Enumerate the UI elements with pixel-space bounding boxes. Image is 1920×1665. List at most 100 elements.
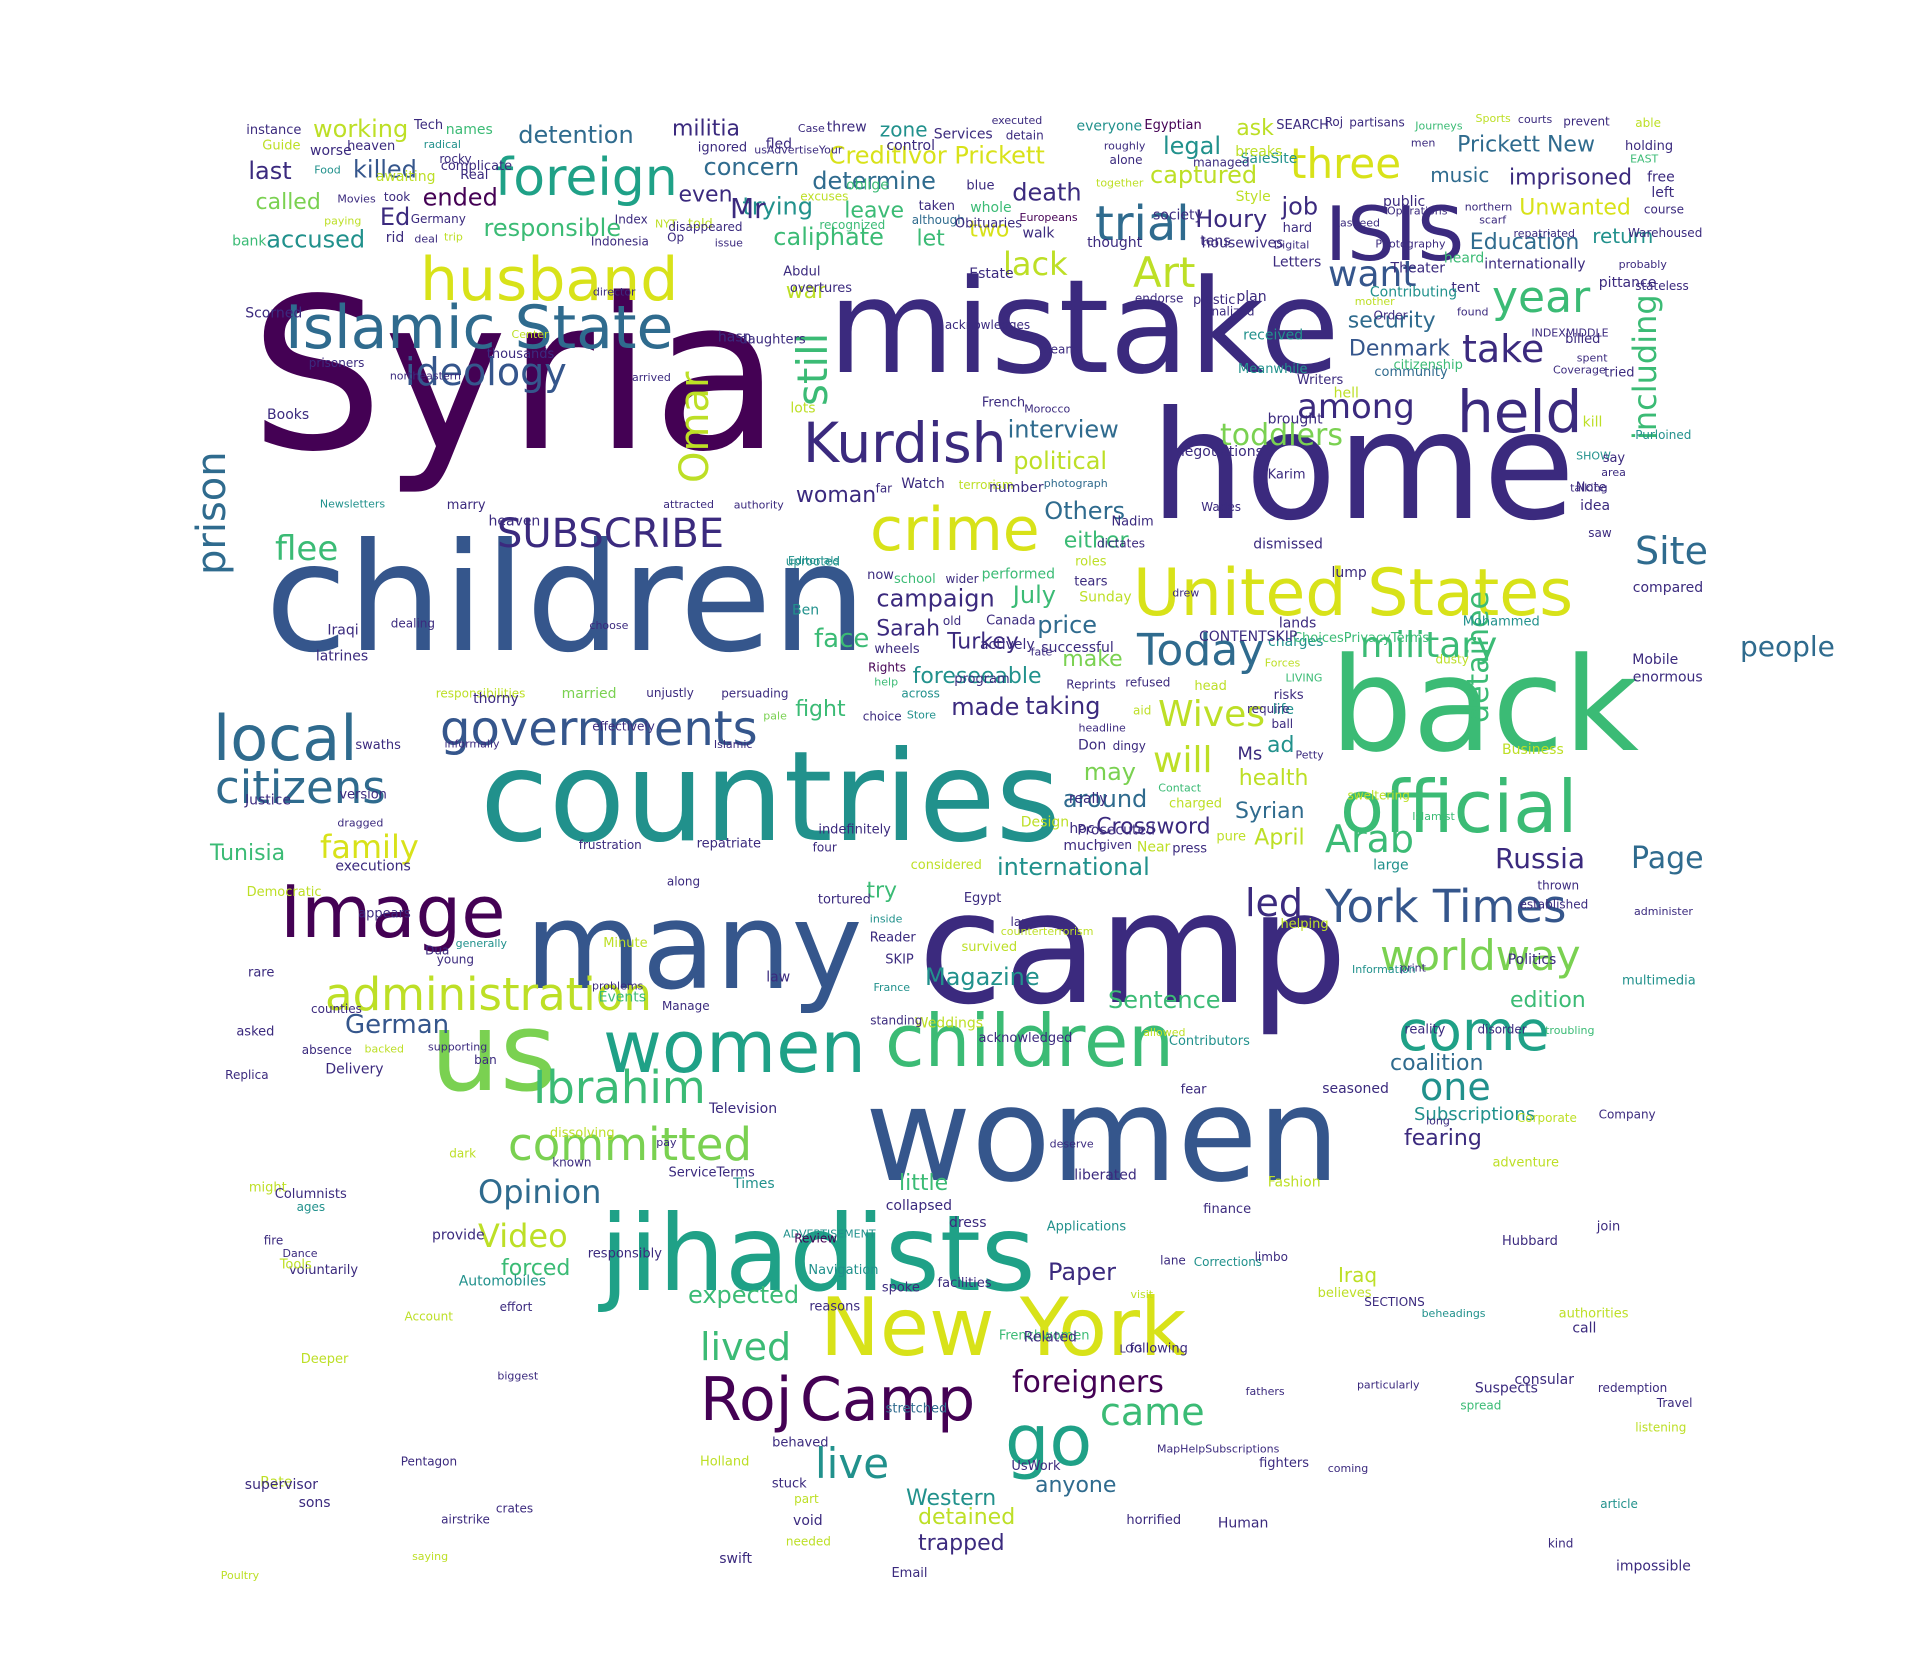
word-two: two (969, 218, 1009, 243)
word-given: given (1099, 838, 1132, 852)
word-automobiles: Automobiles (459, 1273, 546, 1289)
word-log: LOG (1119, 1343, 1142, 1356)
word-found: found (1457, 305, 1489, 318)
word-detained: detained (918, 1505, 1015, 1530)
word-note: Note (1576, 480, 1607, 495)
word-interview: interview (1008, 415, 1119, 443)
word-guide: Guide (262, 138, 300, 153)
word-ed: Ed (380, 203, 410, 231)
word-committed: committed (508, 1118, 752, 1171)
word-detainee: detainee (1461, 591, 1496, 723)
word-wider: wider (946, 572, 979, 586)
word-jihadists: jihadists (598, 1193, 1036, 1315)
word-kill: kill (1583, 415, 1603, 431)
word-reprints: Reprints (1066, 678, 1116, 692)
word-really: really (1069, 791, 1108, 807)
word-international: international (997, 853, 1150, 881)
word-stuck: stuck (772, 1476, 807, 1491)
word-redemption: redemption (1598, 1381, 1667, 1395)
word-standing: standing (870, 1013, 922, 1027)
word-military: military (1360, 625, 1497, 666)
word-authority: authority (734, 498, 785, 511)
word-courts: courts (1518, 113, 1553, 126)
word-advertisement: ADVERTISEMENT (783, 1228, 876, 1241)
word-authorities: authorities (1559, 1307, 1629, 1322)
word-dictates: dictates (1097, 537, 1145, 551)
word-working: working (313, 115, 408, 143)
word-arrived: arrived (632, 371, 671, 384)
word-choice: choice (863, 709, 902, 723)
word-lane: lane (1160, 1254, 1186, 1268)
word-camp: camp (918, 858, 1348, 1039)
word-along: along (667, 875, 700, 889)
word-heard: heard (1444, 251, 1484, 267)
word-karim: Karim (1268, 467, 1306, 482)
word-uprooted: uprooted (786, 554, 840, 568)
word-usadvertiseyour: usAdvertiseYour (754, 144, 843, 157)
word-horrified: horrified (1126, 1513, 1181, 1528)
word-trapped: trapped (918, 1531, 1005, 1556)
word-pay: pay (656, 1136, 677, 1149)
word-liberated: liberated (1074, 1168, 1137, 1184)
word-delivery: Delivery (325, 1062, 383, 1078)
word-times: Times (732, 1176, 775, 1192)
word-index: Index (615, 213, 648, 227)
word-choicesprivacyterms: ChoicesPrivacyTerms (1293, 631, 1429, 646)
word-bank: bank (232, 234, 267, 250)
word-plan: plan (1236, 289, 1266, 305)
word-crates: crates (496, 1501, 533, 1515)
word-roj: Roj (700, 1365, 792, 1435)
word-contact: Contact (1158, 781, 1201, 794)
word-job: job (1281, 192, 1319, 220)
word-make: make (1062, 647, 1122, 672)
word-ignored: ignored (698, 141, 747, 156)
word-together: together (1096, 176, 1144, 189)
word-many: many (525, 878, 863, 1017)
word-around: around (1063, 785, 1147, 813)
word-sons: sons (299, 1495, 331, 1511)
word-ms: Ms (1237, 744, 1262, 765)
word-trying: trying (742, 193, 813, 221)
word-obituaries: Obituaries (955, 216, 1022, 231)
word-human: Human (1218, 1516, 1269, 1532)
word-mr: Mr (730, 192, 766, 225)
word-holding: holding (1625, 139, 1673, 154)
word-crime: crime (870, 495, 1040, 565)
word-events: Events (599, 990, 646, 1006)
word-held: held (1457, 378, 1582, 446)
word-now: now (867, 568, 894, 583)
word-captured: captured (1150, 161, 1257, 189)
word-opinion: Opinion (478, 1173, 601, 1211)
word-terrorism: terrorism (959, 478, 1014, 492)
word-partisans: partisans (1349, 116, 1404, 130)
word-design: Design (1021, 815, 1069, 831)
word-everyone: everyone (1077, 118, 1143, 134)
word-taken: taken (919, 199, 955, 214)
word-living: LIVING (1286, 671, 1323, 684)
word-maphelpsubscriptions: MapHelpSubscriptions (1157, 1442, 1280, 1455)
word-among: among (1297, 387, 1415, 427)
word-women: women (865, 1059, 1340, 1211)
word-go: go (1005, 1400, 1092, 1482)
word-indefinitely: indefinitely (818, 823, 891, 838)
word-voluntarily: voluntarily (289, 1263, 358, 1278)
word-radical: radical (424, 138, 461, 151)
word-husband: husband (420, 245, 678, 315)
word-large: large (1373, 857, 1408, 873)
word-search: SEARCH (1276, 118, 1329, 133)
word-lots: lots (790, 401, 815, 417)
word-known: known (552, 1156, 591, 1170)
word-wives: Wives (1158, 694, 1265, 735)
word-german: German (345, 1010, 449, 1040)
word-number: number (989, 480, 1044, 496)
word-abdul: Abdul (783, 264, 820, 279)
word-names: names (446, 122, 493, 138)
word-reader: Reader (870, 930, 917, 945)
word-largest: largest (1011, 915, 1053, 929)
word-caliphate: caliphate (773, 223, 884, 251)
word-flee: flee (275, 529, 338, 569)
word-took: took (384, 190, 410, 204)
word-part: part (794, 1492, 819, 1506)
word-people: people (1740, 630, 1835, 663)
